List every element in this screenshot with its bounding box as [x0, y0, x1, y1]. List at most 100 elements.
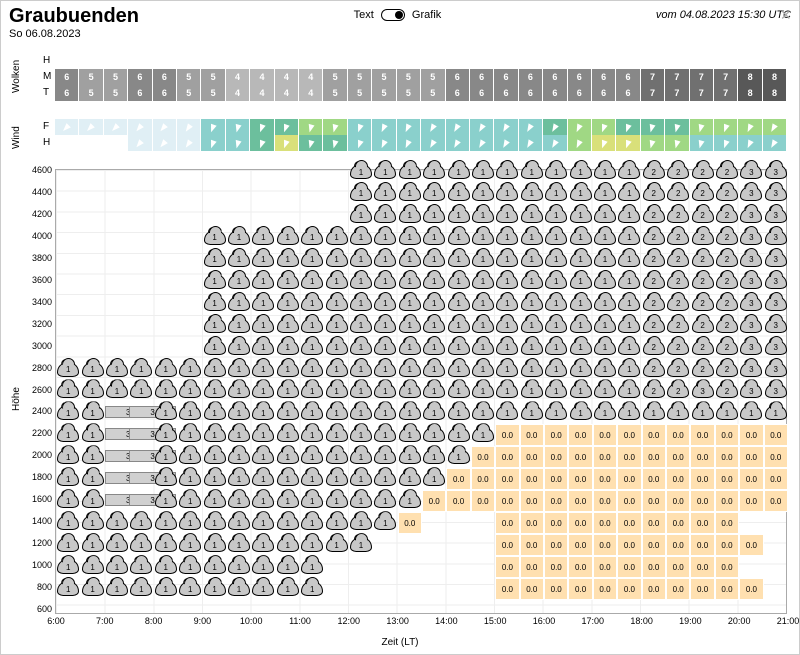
wind-cell	[177, 135, 201, 151]
cloud-icon: 1	[179, 494, 201, 508]
wolken-cell: 4	[250, 85, 274, 101]
cloud-icon: 1	[374, 231, 396, 245]
cloud-icon: 1	[399, 231, 421, 245]
cloud-icon: 3	[765, 187, 787, 201]
value-cell: 0.0	[568, 446, 592, 468]
layer-bar-cell: 3	[129, 402, 153, 424]
cloud-icon: 1	[618, 165, 640, 179]
wolken-cell	[104, 53, 128, 69]
value-cell: 0.0	[764, 468, 788, 490]
cloud-icon: 1	[496, 231, 518, 245]
cloud-icon: 1	[155, 560, 177, 574]
wolken-cell	[641, 53, 665, 69]
wolken-cell: 7	[714, 85, 738, 101]
cloud-icon: 1	[204, 297, 226, 311]
cloud-cell: 1	[227, 227, 251, 249]
value-cell: 0.0	[544, 490, 568, 512]
cloud-icon: 1	[618, 384, 640, 398]
view-toggle[interactable]: Text Grafik	[139, 5, 656, 21]
cloud-icon: 1	[57, 450, 79, 464]
cloud-cell: 1	[202, 534, 226, 556]
cloud-cell: 3	[764, 227, 788, 249]
wind-row	[55, 119, 787, 135]
value-cell: 0.0	[495, 578, 519, 600]
value-cell: 0.0	[446, 490, 470, 512]
wind-cell	[446, 135, 470, 151]
cloud-cell: 1	[276, 293, 300, 315]
wolken-cell	[250, 53, 274, 69]
wind-arrow-icon	[452, 123, 461, 133]
wolken-cell: 5	[104, 69, 128, 85]
wind-arrow-icon	[379, 124, 388, 134]
cloud-cell: 1	[495, 205, 519, 227]
value-cell: 0.0	[520, 578, 544, 600]
cloud-icon: 3	[740, 231, 762, 245]
cloud-cell: 3	[739, 227, 763, 249]
cloud-icon: 1	[448, 165, 470, 179]
cloud-icon: 1	[301, 406, 323, 420]
wind-cell	[446, 119, 470, 135]
value-cell: 0.0	[715, 556, 739, 578]
cloud-cell: 1	[178, 556, 202, 578]
cloud-icon: 1	[204, 384, 226, 398]
wolken-row	[55, 53, 787, 69]
cloud-cell: 1	[154, 490, 178, 512]
cloud-icon: 1	[106, 384, 128, 398]
wind-arrow-icon	[721, 124, 729, 134]
layer-bar-cell: 3	[129, 446, 153, 468]
value-cell: 0.0	[544, 512, 568, 534]
cloud-icon: 1	[155, 384, 177, 398]
cloud-cell: 2	[666, 227, 690, 249]
cloud-icon: 1	[228, 319, 250, 333]
cloud-icon: 3	[765, 319, 787, 333]
wolken-cell: 5	[397, 69, 421, 85]
y-tick-label: 3800	[32, 253, 56, 263]
cloud-cell: 1	[373, 227, 397, 249]
cloud-cell: 1	[300, 424, 324, 446]
value-cell: 0.0	[690, 512, 714, 534]
cloud-cell: 2	[715, 315, 739, 337]
close-icon[interactable]: ×	[780, 5, 791, 26]
cloud-icon: 1	[155, 494, 177, 508]
cloud-cell: 1	[324, 381, 348, 403]
x-tick-label: 20:00	[728, 613, 751, 626]
wolken-cell	[372, 53, 396, 69]
cloud-cell: 1	[178, 534, 202, 556]
x-tick-label: 18:00	[630, 613, 653, 626]
cloud-cell: 1	[349, 337, 373, 359]
cloud-cell: 1	[80, 556, 104, 578]
page-date: So 06.08.2023	[9, 28, 139, 40]
cloud-cell: 1	[227, 490, 251, 512]
cloud-cell: 1	[617, 359, 641, 381]
x-tick-label: 8:00	[145, 613, 163, 626]
cloud-cell: 1	[422, 161, 446, 183]
cloud-icon: 1	[204, 560, 226, 574]
cloud-cell: 2	[690, 359, 714, 381]
cloud-icon: 1	[521, 297, 543, 311]
layer-bar-cell: 3	[105, 468, 129, 490]
cloud-cell: 1	[764, 402, 788, 424]
cloud-icon: 1	[423, 297, 445, 311]
cloud-icon: 1	[448, 231, 470, 245]
cloud-icon: 1	[106, 538, 128, 552]
value-cell: 0.0	[520, 424, 544, 446]
cloud-icon: 1	[399, 384, 421, 398]
cloud-cell: 1	[446, 381, 470, 403]
cloud-icon: 1	[423, 428, 445, 442]
cloud-icon: 1	[155, 428, 177, 442]
cloud-icon: 1	[545, 341, 567, 355]
wind-arrow-icon	[306, 124, 314, 133]
cloud-icon: 1	[301, 297, 323, 311]
wind-arrow-icon	[697, 140, 705, 149]
cloud-icon: 1	[496, 297, 518, 311]
layer-bar-cell: 3	[129, 490, 153, 512]
cloud-icon: 2	[716, 341, 738, 355]
cloud-cell: 2	[666, 315, 690, 337]
cloud-cell: 1	[568, 227, 592, 249]
cloud-icon: 2	[667, 209, 689, 223]
cloud-icon: 1	[472, 275, 494, 289]
toggle-switch[interactable]	[381, 9, 405, 21]
wind-arrow-icon	[648, 140, 656, 149]
cloud-cell: 1	[373, 293, 397, 315]
wind-cell	[763, 135, 787, 151]
